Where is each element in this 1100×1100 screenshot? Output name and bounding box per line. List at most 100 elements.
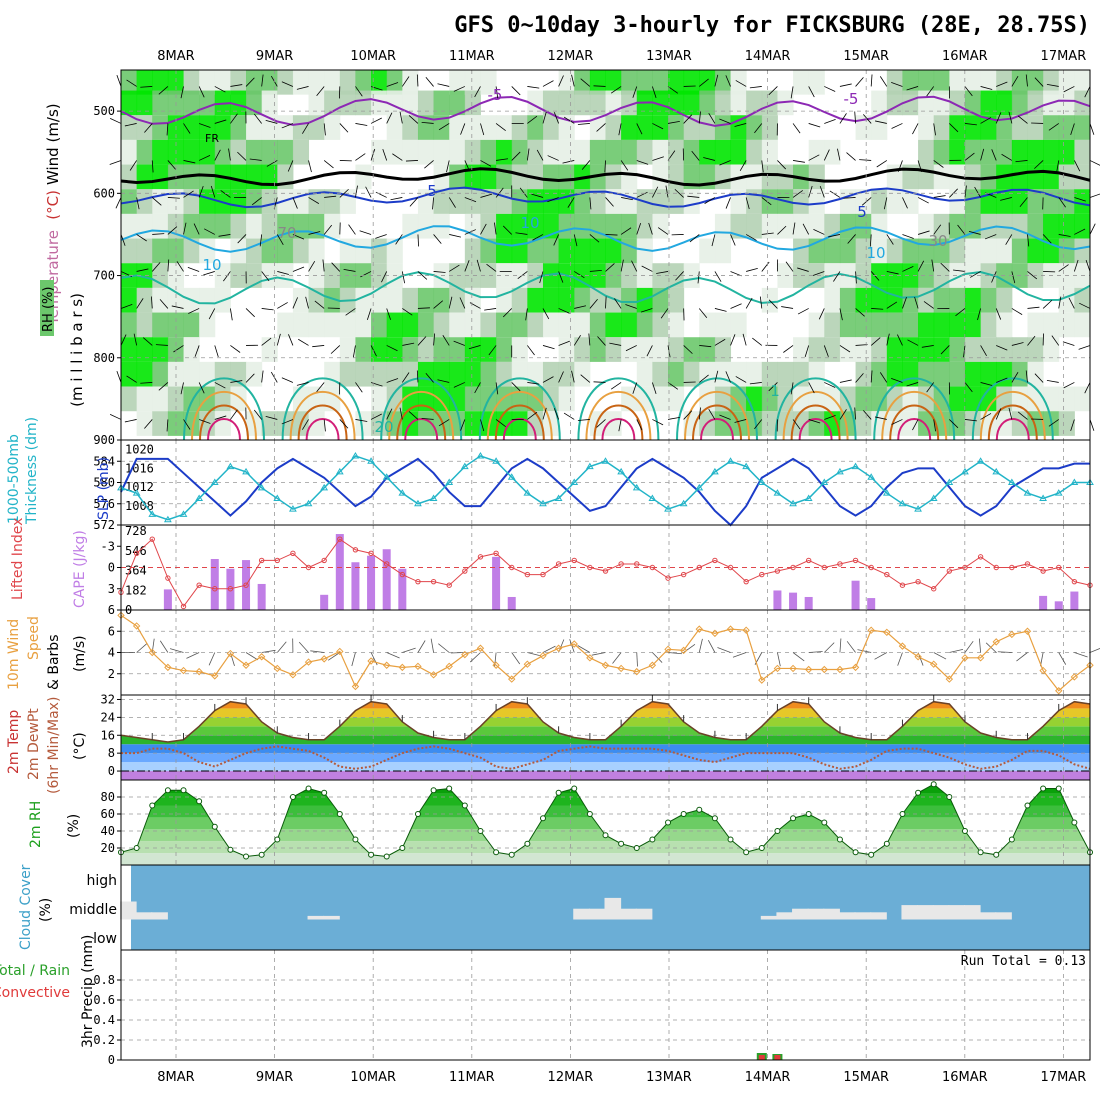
wind-barb	[183, 160, 196, 164]
rh-cell	[1058, 238, 1075, 264]
wind-barb	[448, 264, 460, 272]
wind-barb	[109, 160, 122, 165]
wind-barb	[855, 373, 864, 383]
rh-cell	[480, 115, 497, 140]
wind-barb	[996, 345, 1008, 351]
wind-barb	[109, 118, 122, 124]
rh-cell	[199, 287, 216, 313]
rh-cell	[605, 287, 622, 313]
wind-barb	[442, 335, 450, 346]
rh-cell	[1027, 139, 1044, 165]
wind-barb	[917, 160, 922, 173]
rh-cell	[793, 386, 810, 412]
thickness-point	[757, 478, 766, 485]
lifted-point	[962, 564, 968, 571]
wind-barb	[871, 308, 884, 310]
rh-cell	[652, 139, 669, 165]
wind10-point	[1008, 630, 1016, 639]
chart-title: GFS 0~10day 3-hourly for FICKSBURG (28E,…	[454, 13, 1090, 38]
rh-cell	[1027, 115, 1044, 140]
temp-tick: 24	[101, 710, 115, 724]
wind10-barb	[997, 651, 1012, 653]
wind-barb	[405, 160, 418, 162]
wind-barb	[730, 334, 736, 346]
wind-barb	[527, 411, 538, 420]
lifted-point	[774, 568, 781, 574]
rh-point	[618, 840, 625, 847]
temp-label-3: (6hr Min/Max)	[46, 697, 62, 794]
wind-barb	[214, 382, 226, 389]
temp-contour-warm	[199, 404, 249, 441]
wind10-barb	[698, 638, 703, 653]
lifted-point	[805, 557, 812, 564]
wind-barb	[618, 123, 622, 136]
temp-c-label: (°C)	[44, 190, 62, 220]
wind-barb	[667, 382, 679, 390]
thickness-point	[414, 499, 422, 507]
wind-barb	[277, 271, 289, 275]
rh-cell	[292, 139, 310, 165]
lifted-point	[571, 557, 577, 564]
wind10-point	[539, 651, 547, 660]
precip-frame	[120, 949, 1091, 1061]
rh-cell	[246, 213, 263, 239]
rh-cell	[730, 386, 747, 412]
wind10-point	[226, 649, 235, 658]
wind10-point	[867, 626, 875, 634]
rh-cell	[417, 411, 435, 436]
rh-cell	[761, 164, 778, 190]
wind-barb	[970, 271, 981, 278]
wind-barb	[129, 160, 137, 171]
temp-band	[121, 771, 1090, 780]
wind-barb	[698, 111, 701, 124]
thickness-point	[882, 489, 891, 496]
rh-cell	[1074, 386, 1091, 412]
rh-cell	[542, 361, 560, 387]
rh-cell	[136, 139, 153, 165]
temp-label-2: 2m DewPt	[26, 708, 42, 780]
wind-barb	[416, 370, 419, 383]
rh-cell	[1011, 90, 1028, 116]
wind-barb	[115, 197, 122, 209]
wind-barb	[558, 271, 564, 283]
wind-barb	[1063, 86, 1075, 93]
rh-cell	[480, 238, 497, 264]
wind-barb	[308, 197, 320, 204]
rh-point	[930, 781, 937, 788]
wind10-point	[414, 662, 422, 671]
wind-barb	[667, 416, 680, 420]
temp-contour-warm	[486, 390, 553, 441]
wind10-barb	[208, 652, 216, 666]
rh-cell	[496, 386, 513, 412]
cape-tick: 728	[125, 524, 147, 538]
rh-cell	[121, 139, 138, 165]
rh-cell	[839, 238, 857, 264]
temp-contour-warm	[183, 377, 265, 441]
wind-barb	[230, 380, 243, 383]
rh-cell	[714, 213, 732, 239]
rh-cell	[933, 90, 950, 116]
wind10-point	[289, 671, 297, 679]
wind-barb	[151, 296, 153, 309]
cloud-bar	[604, 897, 622, 920]
wind-barb	[464, 197, 477, 203]
thickness-point	[445, 478, 454, 485]
wind-barb	[298, 338, 309, 346]
pressure-tick: 800	[93, 351, 115, 365]
wind-barb	[854, 407, 856, 420]
wind-barb	[527, 382, 540, 385]
rh-cell	[1011, 70, 1028, 95]
rh-cell	[574, 312, 591, 338]
rh-cell	[339, 189, 356, 214]
rh-cell	[136, 164, 153, 190]
rh-cell	[1011, 238, 1028, 264]
wind-barb	[449, 234, 461, 238]
wind-barb	[199, 123, 211, 128]
wind-barb	[159, 299, 169, 309]
rh-cell	[214, 411, 231, 436]
wind10-barb	[612, 652, 622, 664]
rh-cell	[652, 361, 669, 387]
rh-point	[539, 815, 546, 822]
rh-cell	[136, 213, 153, 239]
rh-cell	[449, 70, 466, 95]
